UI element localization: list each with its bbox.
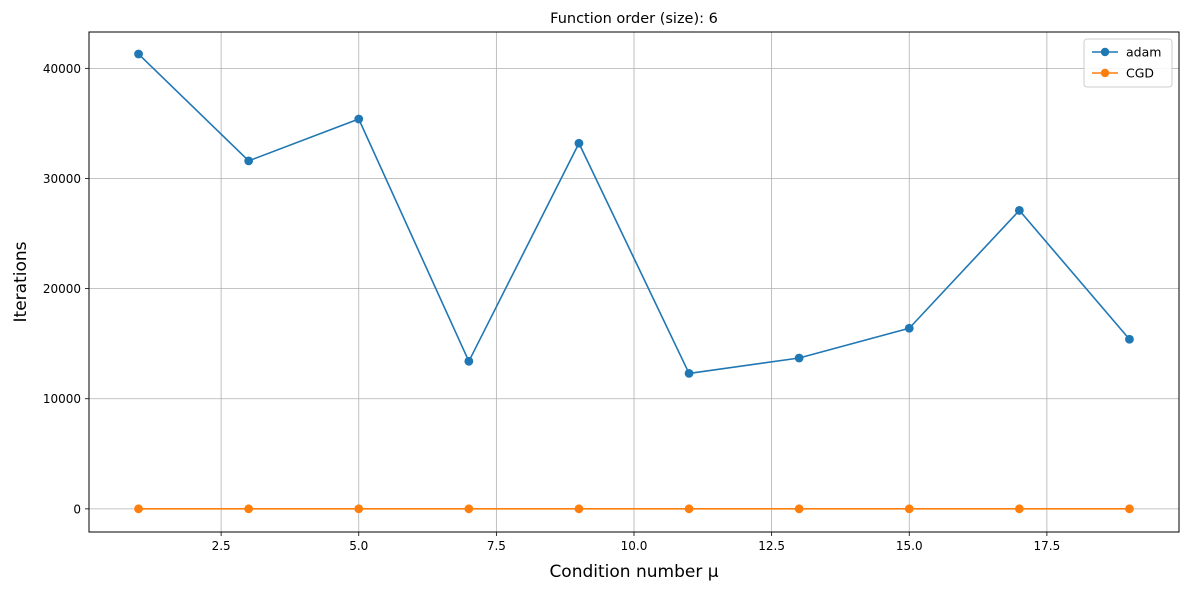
data-point bbox=[464, 356, 474, 366]
data-point bbox=[354, 114, 364, 124]
x-tick-label: 2.5 bbox=[212, 539, 231, 553]
data-point bbox=[684, 504, 694, 514]
data-point bbox=[794, 504, 804, 514]
x-tick-label: 5.0 bbox=[349, 539, 368, 553]
data-point bbox=[464, 504, 474, 514]
x-axis-label: Condition number μ bbox=[549, 562, 718, 582]
y-tick-label: 30000 bbox=[43, 172, 81, 186]
y-tick-label: 0 bbox=[73, 502, 81, 516]
x-tick-label: 12.5 bbox=[758, 539, 785, 553]
data-point bbox=[1014, 206, 1024, 215]
legend-item-adam: adam bbox=[1092, 45, 1161, 60]
legend-label: adam bbox=[1126, 45, 1161, 60]
series-line-adam bbox=[137, 53, 1131, 375]
data-point bbox=[244, 504, 254, 514]
data-point bbox=[574, 504, 584, 514]
y-tick-label: 10000 bbox=[43, 392, 81, 406]
data-point bbox=[1014, 504, 1024, 514]
grid bbox=[89, 32, 1179, 532]
data-point bbox=[684, 369, 694, 378]
y-tick-label: 40000 bbox=[43, 62, 81, 76]
data-point bbox=[134, 504, 143, 514]
data-point bbox=[904, 323, 914, 333]
legend-item-cgd: CGD bbox=[1092, 66, 1154, 81]
data-point bbox=[1125, 334, 1134, 344]
series-cgd bbox=[134, 504, 1134, 514]
chart-title: Function order (size): 6 bbox=[550, 11, 718, 27]
x-tick-label: 10.0 bbox=[621, 539, 648, 553]
data-point bbox=[904, 504, 914, 514]
data-point bbox=[244, 156, 254, 166]
legend-marker bbox=[1100, 47, 1110, 57]
series-adam bbox=[134, 49, 1134, 378]
data-point bbox=[794, 353, 804, 363]
legend: adam CGD bbox=[1083, 38, 1173, 88]
y-tick-label: 20000 bbox=[43, 282, 81, 296]
data-point bbox=[574, 138, 584, 148]
data-point bbox=[1125, 504, 1134, 514]
x-tick-label: 7.5 bbox=[487, 539, 506, 553]
y-axis-label: Iterations bbox=[11, 241, 31, 322]
legend-marker bbox=[1100, 68, 1110, 78]
ticks: 2.5 5.0 7.5 10.0 12.5 15.0 17.5 0 10000 20000 3000… bbox=[43, 62, 1060, 553]
data-point bbox=[134, 49, 143, 59]
data-point bbox=[354, 504, 364, 514]
x-tick-label: 15.0 bbox=[896, 539, 923, 553]
series-layer bbox=[134, 49, 1134, 514]
x-tick-label: 17.5 bbox=[1034, 539, 1061, 553]
legend-label: CGD bbox=[1126, 66, 1154, 81]
